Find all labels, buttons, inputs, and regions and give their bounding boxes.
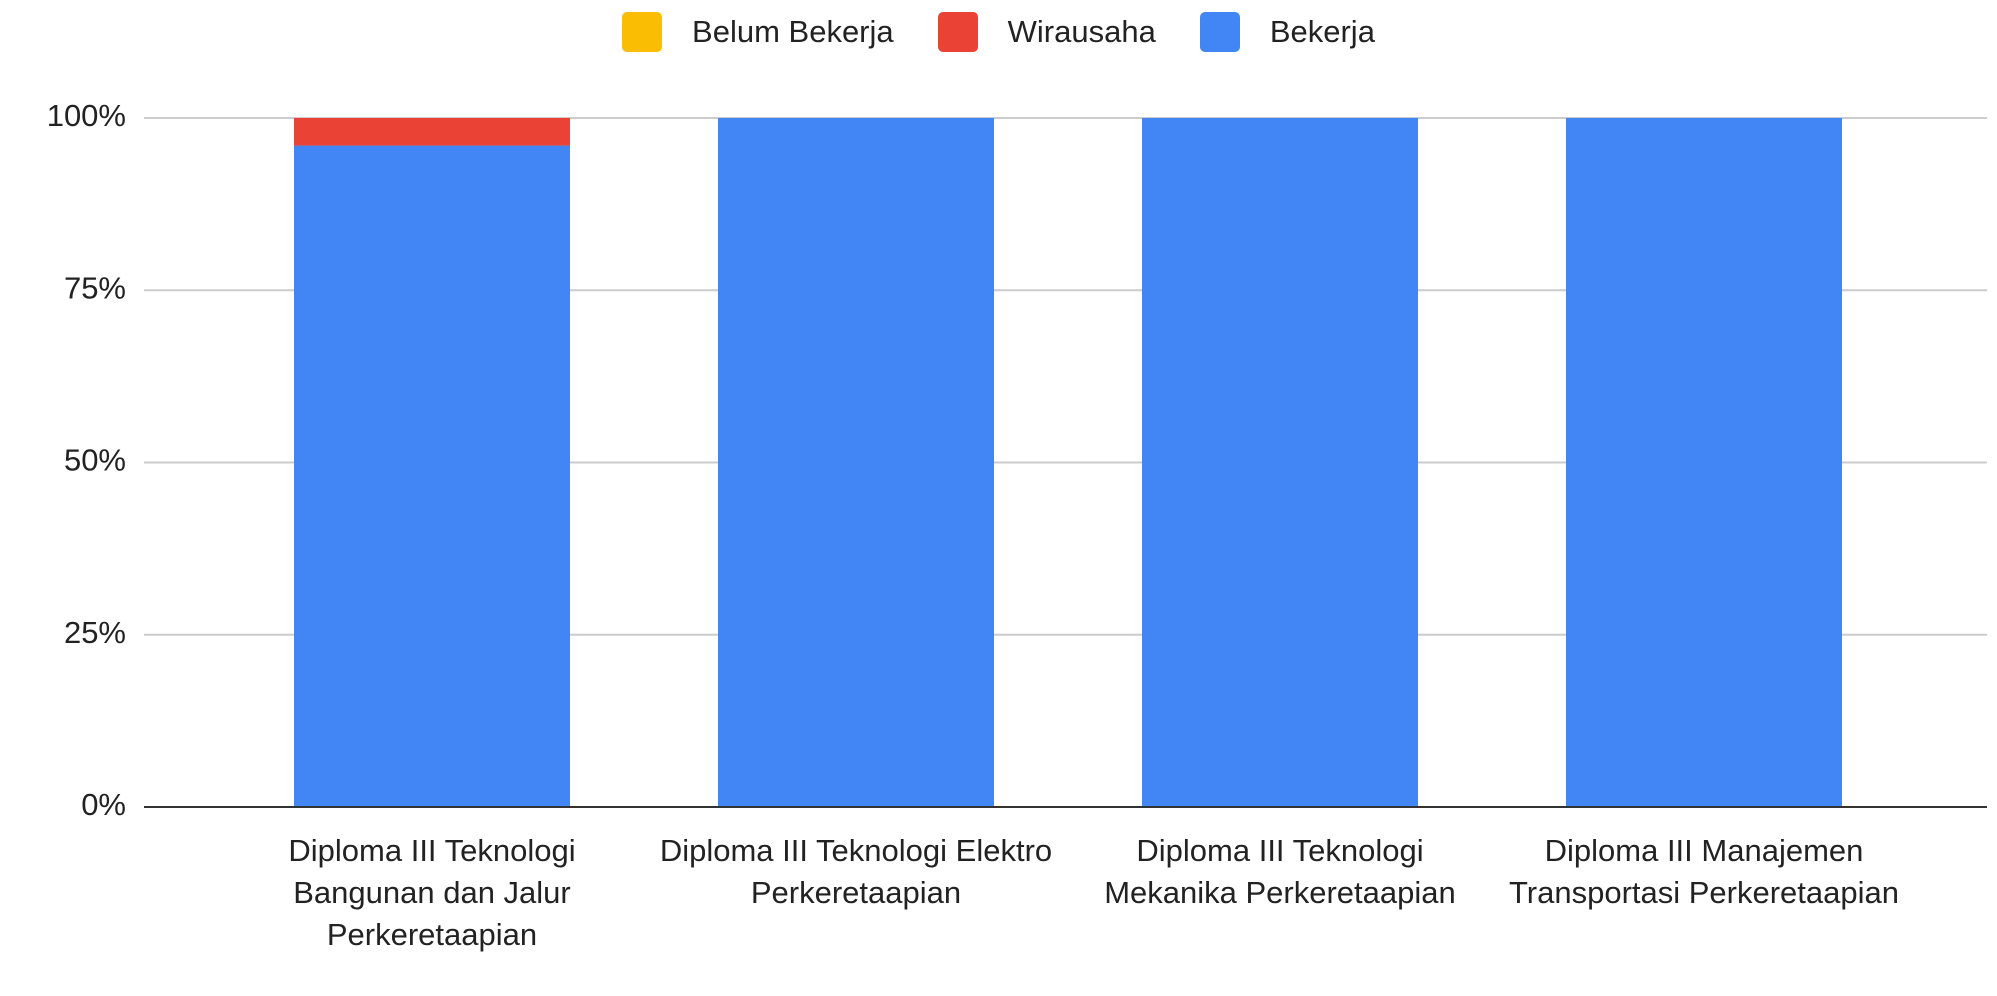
y-tick-label: 0% — [81, 787, 126, 822]
bar-segment — [294, 145, 570, 807]
y-tick-label: 50% — [64, 443, 126, 478]
x-tick-label: Diploma III Teknologi Elektro Perkeretaa… — [659, 833, 1053, 910]
x-tick-label: Diploma III Teknologi Mekanika Perkereta… — [1104, 833, 1456, 910]
y-tick-label: 25% — [64, 615, 126, 650]
x-tick-label: Diploma III Manajemen Transportasi Perke… — [1509, 833, 1899, 910]
legend-swatch — [937, 12, 978, 52]
legend-label: Belum Bekerja — [692, 14, 894, 49]
y-tick-label: 100% — [47, 98, 126, 133]
legend: Belum Bekerja Wirausaha Bekerja — [0, 10, 1997, 54]
y-tick-label: 75% — [64, 270, 126, 305]
bar-segment — [294, 118, 570, 146]
legend-label: Bekerja — [1269, 14, 1375, 49]
legend-item: Belum Bekerja — [622, 10, 894, 54]
legend-item: Wirausaha — [937, 10, 1156, 54]
legend-swatch — [1199, 12, 1240, 52]
legend-item: Bekerja — [1199, 10, 1375, 54]
x-tick-label: Diploma III Teknologi Bangunan dan Jalur… — [288, 833, 576, 952]
bar-segment — [1566, 118, 1842, 807]
bar-segment — [1142, 118, 1418, 807]
bar-segment — [718, 118, 994, 807]
legend-swatch — [622, 12, 663, 52]
legend-label: Wirausaha — [1007, 14, 1156, 49]
